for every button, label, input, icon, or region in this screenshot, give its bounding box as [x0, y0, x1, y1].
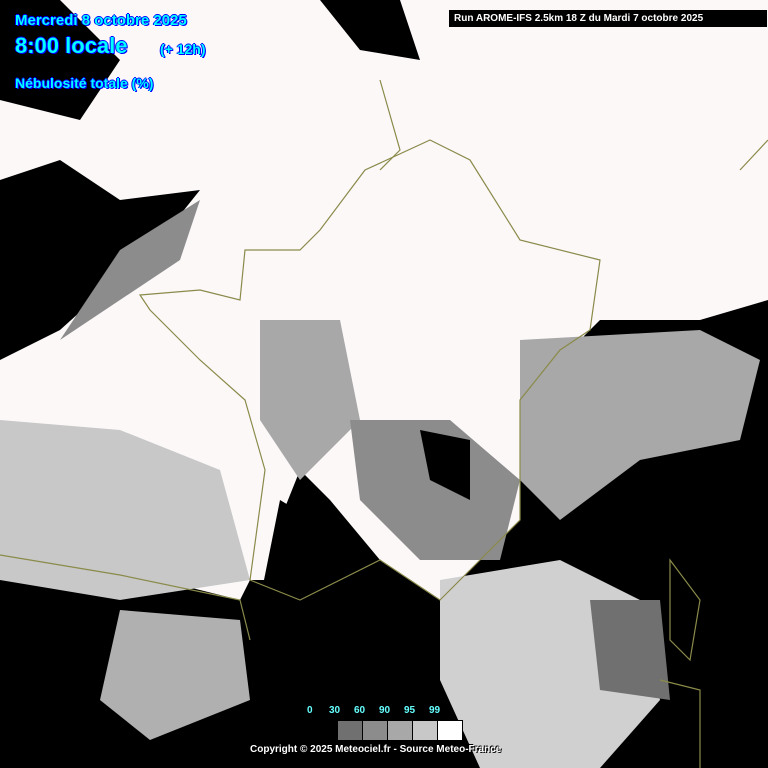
forecast-hour: 8:00 locale	[15, 33, 128, 58]
legend-swatch	[362, 720, 388, 741]
legend-label: 60	[354, 705, 366, 716]
legend-label: 99	[429, 705, 441, 716]
model-run-banner: Run AROME-IFS 2.5km 18 Z du Mardi 7 octo…	[449, 10, 767, 27]
lead-time: (+ 12h)	[160, 41, 206, 57]
legend-swatch	[387, 720, 413, 741]
forecast-date: Mercredi 8 octobre 2025	[15, 12, 187, 29]
legend-label: 95	[404, 705, 416, 716]
legend-label: 30	[329, 705, 341, 716]
legend-label: 0	[307, 705, 313, 716]
legend-swatch	[412, 720, 438, 741]
copyright: Copyright © 2025 Meteociel.fr - Source M…	[250, 744, 502, 755]
legend-swatch	[337, 720, 363, 741]
legend-label: 90	[379, 705, 391, 716]
coastlines	[0, 79, 768, 768]
legend-swatch	[437, 720, 463, 741]
parameter-title: Nébulosité totale (%)	[15, 75, 154, 91]
